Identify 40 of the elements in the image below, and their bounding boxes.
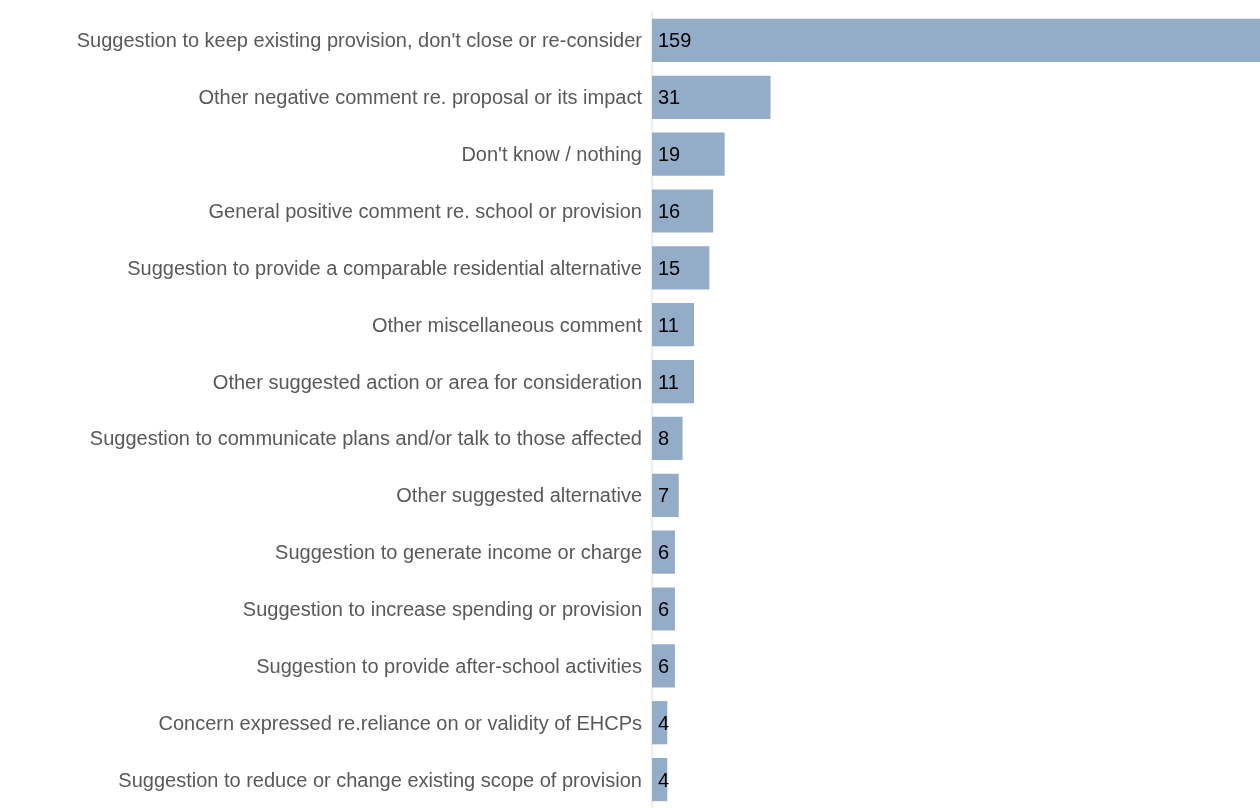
data-label: 6 [658, 541, 670, 564]
bar [652, 416, 683, 461]
data-label: 19 [658, 143, 681, 166]
bar [652, 246, 710, 290]
bar [652, 303, 695, 347]
data-label: 11 [658, 313, 679, 336]
bar [652, 132, 725, 176]
y-tick-label: Suggestion to provide after-school activities [256, 654, 642, 677]
data-label: 8 [658, 427, 670, 450]
y-tick-label: Other suggested alternative [396, 484, 642, 507]
y-tick-label: General positive comment re. school or provision [208, 200, 642, 222]
data-label: 6 [658, 598, 670, 620]
bar [652, 587, 675, 631]
data-label: 11 [658, 370, 679, 393]
bar [652, 473, 679, 517]
y-tick-label: Concern expressed re.reliance on or validity of EHCPs [158, 711, 642, 734]
y-tick-label: Other miscellaneous comment [371, 313, 643, 336]
bar [652, 189, 714, 233]
data-label: 16 [658, 200, 681, 222]
data-label: 4 [658, 711, 670, 734]
y-tick-label: Other suggested action or area for consideration [212, 370, 642, 393]
data-label: 4 [658, 768, 670, 791]
data-label: 15 [658, 256, 681, 279]
y-tick-label: Other negative comment re. proposal or its impact [198, 86, 643, 109]
y-tick-label: Suggestion to keep existing provision, don't close or re-consider [76, 29, 643, 52]
bar [652, 18, 1260, 63]
bar [652, 75, 771, 119]
data-label: 6 [658, 654, 670, 677]
bar [652, 359, 695, 404]
y-tick-label: Suggestion to reduce or change existing scope of provision [118, 768, 642, 791]
data-label: 31 [658, 86, 681, 109]
y-tick-label: Suggestion to provide a comparable residential alternative [127, 256, 642, 279]
bar [652, 644, 675, 688]
y-tick-label: Suggestion to communicate plans and/or talk to those affected [89, 427, 642, 450]
data-label: 7 [658, 484, 670, 507]
y-tick-label: Suggestion to increase spending or provision [242, 598, 642, 620]
bar [652, 530, 675, 574]
data-label: 159 [658, 29, 692, 52]
y-tick-label: Suggestion to generate income or charge [275, 541, 642, 564]
y-tick-label: Don't know / nothing [461, 143, 642, 166]
